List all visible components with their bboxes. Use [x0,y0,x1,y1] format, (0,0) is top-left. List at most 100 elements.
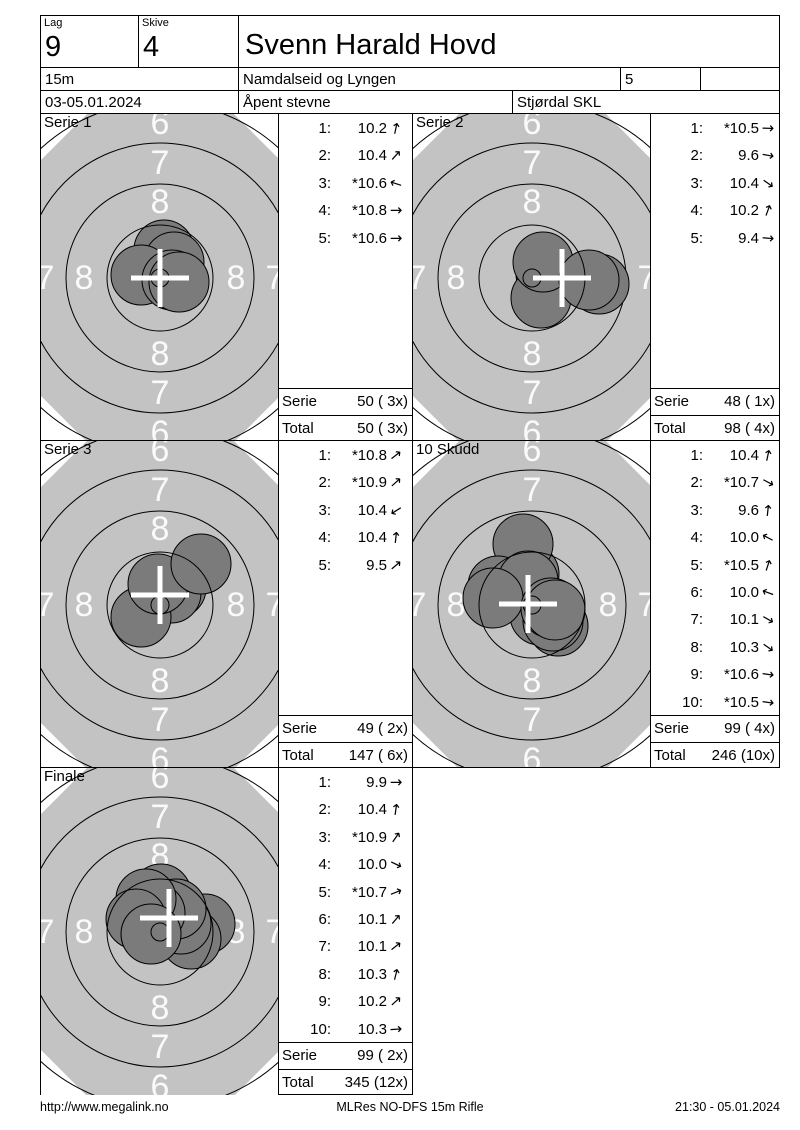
shot-direction-arrow: → [760,691,776,712]
shot-index: 3: [690,501,703,519]
shooter-name-cell: Svenn Harald Hovd [238,15,780,68]
shot-value: 10.2 [357,993,387,1011]
date-value: 03-05.01.2024 [45,94,142,111]
shot-index: 5: [690,556,703,574]
ring-number: 6 [151,741,170,768]
serie-sum-label: Serie [282,393,318,410]
shot-row: 2: *10.7 → [651,469,779,496]
ring-number: 6 [151,114,170,142]
footer-program-name: MLRes NO-DFS 15m Rifle [336,1100,484,1114]
shot-value: 10.4 [357,501,387,519]
ring-circle [65,183,255,373]
shot-value: 9.9 [366,774,387,791]
ring-number: 7 [41,259,54,297]
ring-number: 8 [227,586,246,624]
ring-number: 8 [151,989,170,1027]
shot-hole [170,533,232,595]
shot-hole [462,567,524,629]
shot-index: 10: [682,693,703,711]
ring-circle [437,510,627,700]
distance-value: 15m [45,71,75,88]
shot-row: 4: 10.4 → [279,524,412,551]
ring-number: 7 [523,701,542,739]
event-type-value: Åpent stevne [243,94,331,111]
ring-number: 6 [151,441,170,469]
shot-index: 3: [318,174,331,192]
shot-row: 1: 10.4 → [651,442,779,469]
shot-index: 6: [318,911,331,928]
total-sum-row: Total 246 (10x) [651,742,779,767]
shot-row: 8: 10.3 → [279,961,412,988]
shot-value: *10.6 [351,174,387,192]
shot-value: *10.6 [351,229,387,247]
shot-value: 10.4 [357,801,387,819]
shot-row: 3: 9.6 → [651,497,779,524]
inner-ring-circle [106,551,214,659]
shot-index: 2: [318,474,331,492]
shot-direction-arrow: → [389,228,403,247]
shot-index: 1: [318,774,331,791]
ring-number: 7 [638,259,651,297]
ring-number: 8 [523,183,542,221]
shot-row: 5: *10.6 → [279,225,412,252]
shot-direction-arrow: → [389,773,403,791]
shot-value: 10.3 [729,638,759,656]
ring-number: 7 [266,586,279,624]
ring-number: 7 [266,913,279,951]
ring-circle [41,796,278,1068]
serie-sum-row: Serie 49 ( 2x) [279,715,412,743]
ring-number: 8 [151,662,170,700]
target-panel-serie-2: 888877776666 Serie 2 [412,113,651,441]
total-sum-row: Total 345 (12x) [279,1069,412,1094]
ring-number: 6 [523,741,542,768]
total-sum-value: 98 ( 4x) [724,420,775,437]
inner-ring-circle [106,224,214,332]
score-panel-serie-1: 1: 10.2 → 2: 10.4 → 3: *10.6 → 4: *10.8 → 5: *10.6 → S… [278,113,413,441]
shot-row: 4: 10.2 → [651,197,779,224]
outer-rings [413,441,650,767]
shot-direction-arrow: → [761,118,775,138]
outer-rings [41,114,278,440]
panel-title: Finale [44,768,85,785]
shot-value: *10.7 [723,474,759,492]
shot-value: 10.2 [357,120,387,137]
serie-sum-label: Serie [282,1047,318,1064]
shot-row: 1: 9.9 → [279,769,412,796]
shot-direction-arrow: → [389,201,403,220]
score-panel-serie-2: 1: *10.5 → 2: 9.6 → 3: 10.4 → 4: 10.2 → 5: 9.4 → Serie… [650,113,780,441]
ring-number: 7 [151,1028,170,1066]
shot-index: 10: [310,1020,331,1038]
ring-number: 7 [413,259,426,297]
empty-header-cell [700,67,780,91]
total-sum-row: Total 147 ( 6x) [279,742,412,767]
shot-index: 3: [318,828,331,846]
ring-number: 8 [151,335,170,373]
total-sum-label: Total [654,747,686,764]
ring-number: 7 [638,586,651,624]
shot-index: 4: [318,856,331,874]
serie-sum-value: 99 ( 4x) [724,720,775,737]
shot-index: 9: [690,666,703,684]
ring-number: 6 [523,441,542,469]
total-sum-row: Total 98 ( 4x) [651,415,779,440]
ring-number: 7 [523,144,542,182]
shot-value: *10.5 [723,556,759,574]
shot-direction-arrow: → [389,1019,403,1039]
skive-value: 4 [143,31,160,63]
shot-value: 10.2 [729,202,759,220]
club-value: Namdalseid og Lyngen [243,71,396,88]
shot-row: 3: 10.4 → [651,170,779,197]
shot-row: 3: *10.9 → [279,824,412,851]
shot-index: 4: [690,529,703,547]
score-panel-10-skudd: 1: 10.4 → 2: *10.7 → 3: 9.6 → 4: 10.0 → 5: *10.5 → 6: 10… [650,440,780,768]
target-panel-serie-1: 888877776666 Serie 1 [40,113,279,441]
ring-number: 7 [523,374,542,412]
shot-row: 1: 10.2 → [279,115,412,142]
shot-index: 3: [690,174,703,192]
shot-index: 1: [690,447,703,464]
shot-row: 5: *10.7 → [279,879,412,906]
shot-index: 7: [318,938,331,956]
ring-numbers: 888877776666 [41,114,278,440]
shot-index: 8: [318,965,331,983]
shot-direction-arrow: → [757,503,778,518]
